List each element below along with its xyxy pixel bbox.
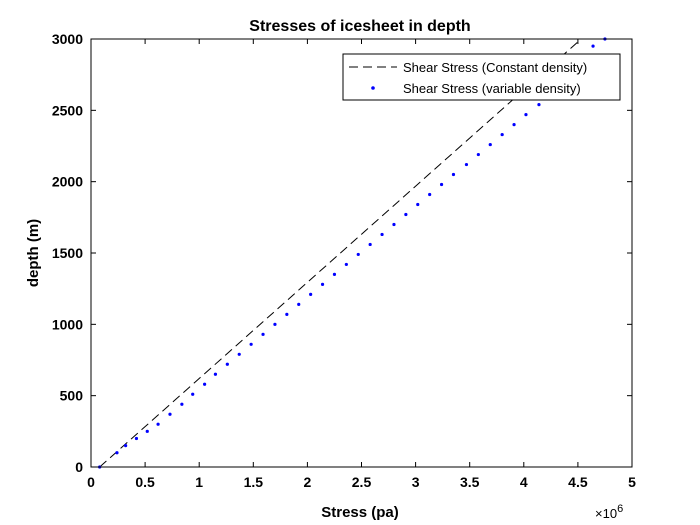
data-point — [273, 322, 277, 326]
x-axis-exponent: ×106 — [595, 503, 623, 521]
x-axis-exponent-power: 6 — [617, 503, 623, 515]
data-point — [488, 142, 492, 147]
data-point — [225, 362, 229, 366]
data-point — [591, 44, 595, 48]
data-point — [464, 162, 469, 167]
legend-item: Shear Stress (Constant density) — [349, 60, 587, 75]
y-axis-label: depth (m) — [25, 219, 42, 287]
data-point — [145, 429, 149, 433]
data-point — [537, 103, 541, 107]
data-point — [476, 152, 480, 157]
x-tick-label: 2 — [304, 474, 312, 490]
data-point — [191, 392, 195, 396]
y-tick-label: 1000 — [52, 316, 83, 332]
data-point — [368, 242, 372, 247]
x-tick-label: 0 — [87, 474, 95, 490]
data-point — [237, 352, 241, 356]
x-tick-label: 3 — [412, 474, 420, 490]
data-point — [512, 123, 516, 127]
x-tick-label: 3.5 — [460, 474, 480, 490]
data-point — [261, 332, 265, 336]
legend-box — [342, 53, 621, 101]
legend-item: Shear Stress (variable density) — [371, 81, 581, 96]
data-point — [297, 302, 301, 306]
x-tick-label: 0.5 — [135, 474, 155, 490]
x-tick-label: 4.5 — [568, 474, 588, 490]
y-tick-label: 2500 — [52, 102, 83, 118]
chart-title: Stresses of icesheet in depth — [249, 18, 470, 35]
x-tick-label: 2.5 — [352, 474, 372, 490]
x-tick-label: 4 — [520, 474, 528, 490]
data-point — [404, 212, 408, 217]
series-1 — [99, 38, 582, 468]
data-point — [524, 113, 528, 117]
data-point — [203, 382, 207, 386]
y-tick-label: 0 — [75, 459, 83, 475]
y-tick-label: 500 — [60, 388, 84, 404]
x-axis-exponent-base: ×10 — [595, 506, 617, 521]
data-point — [213, 372, 218, 376]
legend-label: Shear Stress (variable density) — [403, 81, 581, 96]
data-point — [124, 444, 128, 448]
data-point — [249, 342, 253, 346]
data-point — [500, 132, 504, 137]
legend: Shear Stress (Constant density) Shear Str… — [342, 53, 621, 101]
plot-area — [90, 37, 633, 469]
x-tick-label: 1 — [195, 474, 203, 490]
data-point — [309, 292, 313, 296]
data-point — [285, 312, 289, 316]
x-tick-label: 1.5 — [244, 474, 264, 490]
series-2 — [98, 37, 607, 469]
data-point — [392, 222, 396, 227]
data-point — [380, 232, 384, 237]
data-point — [416, 202, 420, 207]
y-tick-label: 2000 — [52, 174, 83, 190]
data-point — [320, 282, 325, 286]
plot-frame — [90, 38, 633, 468]
x-axis-label: Stress (pa) — [321, 504, 399, 521]
data-point — [451, 172, 456, 177]
data-point — [180, 402, 184, 406]
data-point — [134, 436, 139, 441]
data-point — [156, 422, 160, 426]
data-point — [428, 192, 432, 197]
y-tick-label: 3000 — [52, 31, 83, 47]
series-line — [99, 38, 582, 468]
data-point — [115, 451, 119, 455]
data-point — [344, 262, 348, 267]
data-point — [356, 252, 360, 257]
data-point — [439, 182, 444, 187]
legend-label: Shear Stress (Constant density) — [403, 60, 587, 75]
x-tick-label: 5 — [628, 474, 636, 490]
data-point — [332, 272, 337, 276]
data-point — [168, 412, 172, 416]
y-tick-label: 1500 — [52, 245, 83, 261]
legend-swatch — [371, 86, 375, 90]
x-axis: 0 0.5 1 1.5 2 2.5 3 3.5 4 4.5 5 — [87, 39, 636, 490]
y-axis: 0 500 1000 1500 2000 2500 3000 — [52, 31, 632, 475]
